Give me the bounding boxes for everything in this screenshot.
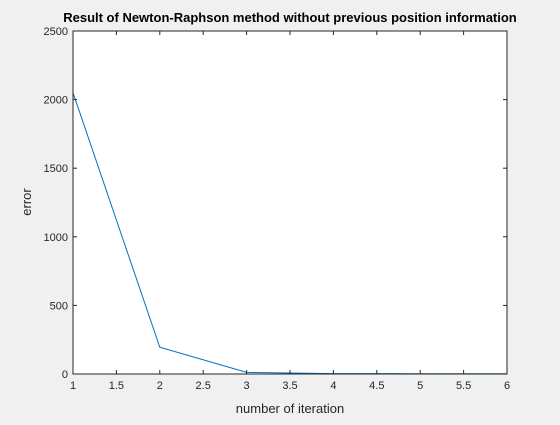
chart-title: Result of Newton-Raphson method without … [63, 10, 517, 25]
x-tick-label: 2 [157, 380, 163, 392]
x-tick-label: 5 [417, 380, 423, 392]
y-axis-label: error [19, 188, 34, 216]
y-tick-label: 1000 [44, 232, 68, 244]
y-tick-label: 0 [62, 369, 68, 381]
y-ticks: 0 500 1000 1500 2000 2500 [44, 26, 507, 381]
x-tick-label: 4 [330, 380, 336, 392]
x-tick-label: 1 [70, 380, 76, 392]
x-tick-label: 6 [504, 380, 510, 392]
x-axis-label: number of iteration [236, 401, 344, 416]
y-tick-label: 500 [50, 300, 68, 312]
x-tick-label: 3 [244, 380, 250, 392]
x-tick-label: 1.5 [109, 380, 124, 392]
plot-area [73, 31, 507, 374]
x-tick-label: 5.5 [456, 380, 471, 392]
x-ticks: 1 1.5 2 2.5 3 3.5 4 4.5 5 5.5 6 [70, 31, 510, 392]
y-tick-label: 1500 [44, 163, 68, 175]
x-tick-label: 3.5 [282, 380, 297, 392]
x-tick-label: 4.5 [369, 380, 384, 392]
y-tick-label: 2000 [44, 95, 68, 107]
x-tick-label: 2.5 [196, 380, 211, 392]
axes-box [72, 30, 508, 375]
y-tick-label: 2500 [44, 26, 68, 38]
